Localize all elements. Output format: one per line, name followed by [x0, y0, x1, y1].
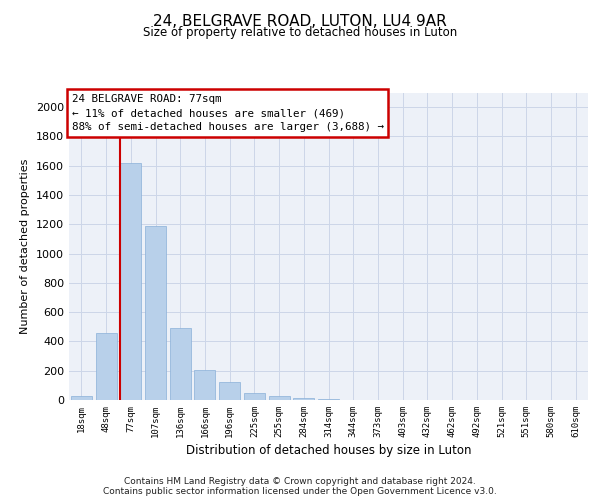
Bar	[170, 328, 191, 400]
Bar	[71, 396, 92, 400]
Bar	[145, 226, 166, 400]
Text: Size of property relative to detached houses in Luton: Size of property relative to detached ho…	[143, 26, 457, 39]
Text: 24, BELGRAVE ROAD, LUTON, LU4 9AR: 24, BELGRAVE ROAD, LUTON, LU4 9AR	[153, 14, 447, 29]
Text: Contains HM Land Registry data © Crown copyright and database right 2024.
Contai: Contains HM Land Registry data © Crown c…	[103, 476, 497, 496]
X-axis label: Distribution of detached houses by size in Luton: Distribution of detached houses by size …	[186, 444, 471, 457]
Bar	[318, 399, 339, 400]
Bar	[120, 163, 141, 400]
Bar	[194, 370, 215, 400]
Bar	[269, 396, 290, 400]
Text: 24 BELGRAVE ROAD: 77sqm
← 11% of detached houses are smaller (469)
88% of semi-d: 24 BELGRAVE ROAD: 77sqm ← 11% of detache…	[71, 94, 383, 132]
Bar	[244, 394, 265, 400]
Bar	[293, 398, 314, 400]
Bar	[95, 332, 116, 400]
Y-axis label: Number of detached properties: Number of detached properties	[20, 158, 31, 334]
Bar	[219, 382, 240, 400]
